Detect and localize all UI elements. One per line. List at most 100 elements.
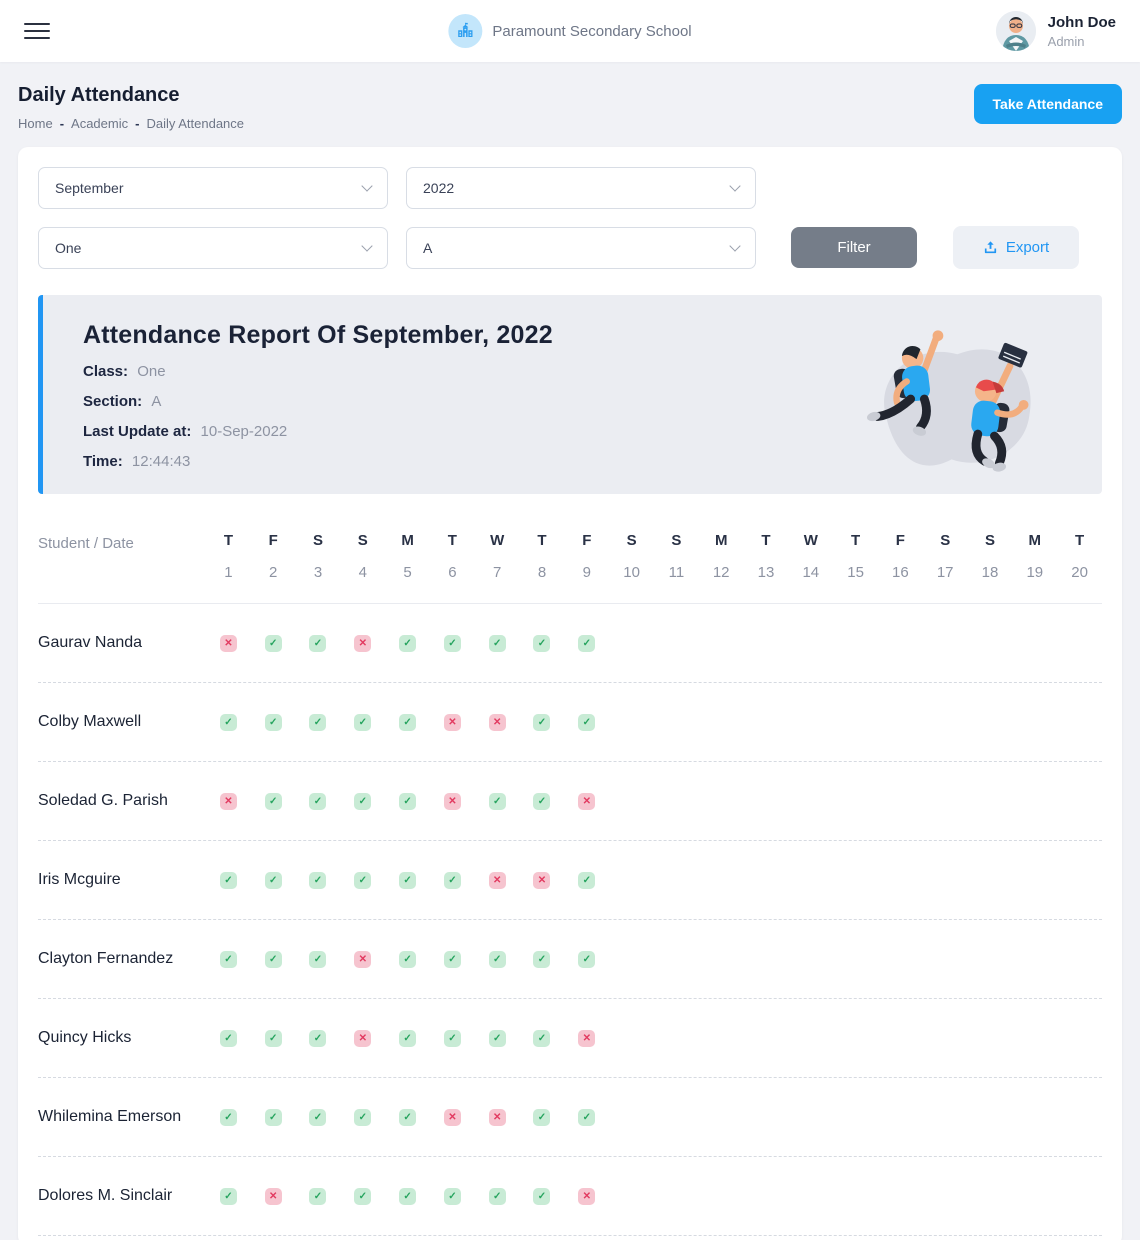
filter-button[interactable]: Filter <box>791 227 917 268</box>
take-attendance-button[interactable]: Take Attendance <box>973 84 1122 124</box>
year-select-value: 2022 <box>423 180 455 196</box>
attendance-card: September 2022 One A Filter <box>18 147 1122 1240</box>
attendance-cell: ✓ <box>564 713 609 731</box>
attendance-cell: ✓ <box>206 1187 251 1205</box>
attendance-cell: ✓ <box>520 713 565 731</box>
day-column-header: F 9 <box>564 532 609 581</box>
report-title: Attendance Report Of September, 2022 <box>83 321 553 349</box>
attendance-cell: ✓ <box>520 950 565 968</box>
present-mark-icon: ✓ <box>264 1108 282 1126</box>
day-letter: T <box>851 532 861 549</box>
present-mark-icon: ✓ <box>399 1029 417 1047</box>
present-mark-icon: ✓ <box>309 1029 327 1047</box>
attendance-cell: ✕ <box>430 713 475 731</box>
attendance-cell: ✓ <box>296 1187 341 1205</box>
attendance-cell: ✓ <box>251 1108 296 1126</box>
day-column-header: M 5 <box>385 532 430 581</box>
attendance-cell: ✓ <box>385 713 430 731</box>
hamburger-menu-icon[interactable] <box>24 18 50 44</box>
day-date: 8 <box>537 564 547 581</box>
day-column-header: S 11 <box>654 532 699 581</box>
class-value: One <box>137 363 166 380</box>
absent-mark-icon: ✕ <box>578 1029 596 1047</box>
day-letter: S <box>671 532 682 549</box>
present-mark-icon: ✓ <box>488 950 506 968</box>
section-label: Section: <box>83 393 143 410</box>
day-column-header: T 20 <box>1057 532 1102 581</box>
attendance-cell: ✓ <box>251 950 296 968</box>
day-date: 4 <box>358 564 367 581</box>
day-letter: T <box>447 532 457 549</box>
attendance-cell: ✓ <box>296 1108 341 1126</box>
absent-mark-icon: ✕ <box>578 792 596 810</box>
student-name: Clayton Fernandez <box>38 950 174 967</box>
page-head: Daily Attendance Home - Academic - Daily… <box>18 62 1122 131</box>
present-mark-icon: ✓ <box>309 1108 327 1126</box>
attendance-cell: ✓ <box>385 792 430 810</box>
attendance-cell: ✓ <box>385 1029 430 1047</box>
present-mark-icon: ✓ <box>354 1187 372 1205</box>
present-mark-icon: ✓ <box>488 1029 506 1047</box>
table-row: Soledad G. Parish ✕ ✓ ✓ ✓ ✓ ✕ ✓ ✓ ✕ <box>38 762 1102 841</box>
chevron-down-icon <box>729 239 741 252</box>
day-date: 19 <box>1026 564 1044 581</box>
student-name: Quincy Hicks <box>38 1029 132 1046</box>
day-letter: F <box>582 532 592 549</box>
present-mark-icon: ✓ <box>533 1187 551 1205</box>
absent-mark-icon: ✕ <box>443 1108 461 1126</box>
present-mark-icon: ✓ <box>309 634 327 652</box>
table-row: Quincy Hicks ✓ ✓ ✓ ✕ ✓ ✓ ✓ ✓ ✕ <box>38 999 1102 1078</box>
user-avatar <box>995 11 1036 51</box>
present-mark-icon: ✓ <box>354 1108 372 1126</box>
day-letter: T <box>761 532 771 549</box>
absent-mark-icon: ✕ <box>488 871 506 889</box>
present-mark-icon: ✓ <box>219 1029 237 1047</box>
attendance-cell: ✕ <box>475 1108 520 1126</box>
attendance-cell: ✕ <box>564 1029 609 1047</box>
absent-mark-icon: ✕ <box>488 1108 506 1126</box>
export-button[interactable]: Export <box>953 226 1079 269</box>
user-menu[interactable]: John Doe Admin <box>995 11 1116 51</box>
day-column-header: T 8 <box>520 532 565 581</box>
school-logo-icon <box>448 14 483 48</box>
day-column-header: M 12 <box>699 532 744 581</box>
present-mark-icon: ✓ <box>443 871 461 889</box>
present-mark-icon: ✓ <box>533 1108 551 1126</box>
present-mark-icon: ✓ <box>264 792 282 810</box>
student-name: Whilemina Emerson <box>38 1108 182 1125</box>
attendance-cell: ✕ <box>475 713 520 731</box>
brand: Paramount Secondary School <box>448 14 692 48</box>
absent-mark-icon: ✕ <box>219 634 237 652</box>
last-update-label: Last Update at: <box>83 423 192 440</box>
section-select[interactable]: A <box>406 226 756 269</box>
attendance-cell: ✓ <box>296 634 341 652</box>
month-select[interactable]: September <box>38 167 388 209</box>
present-mark-icon: ✓ <box>309 950 327 968</box>
class-select[interactable]: One <box>38 226 388 269</box>
day-column-header: T 1 <box>206 532 251 581</box>
present-mark-icon: ✓ <box>309 1187 327 1205</box>
table-row: Gaurav Nanda ✕ ✓ ✓ ✕ ✓ ✓ ✓ ✓ ✓ <box>38 604 1102 683</box>
year-select[interactable]: 2022 <box>406 167 756 209</box>
day-letter: S <box>984 532 995 549</box>
attendance-cell: ✓ <box>475 950 520 968</box>
attendance-cell: ✓ <box>520 1187 565 1205</box>
day-date: 13 <box>757 564 775 581</box>
present-mark-icon: ✓ <box>533 950 551 968</box>
breadcrumb-home[interactable]: Home <box>18 116 53 131</box>
table-header-row: Student / Date T 1 F 2 S 3 S 4 M 5 T 6 W… <box>38 524 1102 604</box>
absent-mark-icon: ✕ <box>578 1187 596 1205</box>
breadcrumb-academic[interactable]: Academic <box>71 116 129 131</box>
attendance-cell: ✓ <box>296 792 341 810</box>
day-date: 15 <box>847 564 864 581</box>
day-column-header: S 18 <box>968 532 1013 581</box>
attendance-cell: ✕ <box>340 1029 385 1047</box>
user-name: John Doe <box>1047 13 1116 31</box>
absent-mark-icon: ✕ <box>354 1029 372 1047</box>
attendance-cell: ✓ <box>430 634 475 652</box>
school-name: Paramount Secondary School <box>492 22 692 40</box>
present-mark-icon: ✓ <box>578 1108 596 1126</box>
present-mark-icon: ✓ <box>399 950 417 968</box>
export-upload-icon <box>984 241 996 254</box>
day-letter: F <box>268 532 278 549</box>
